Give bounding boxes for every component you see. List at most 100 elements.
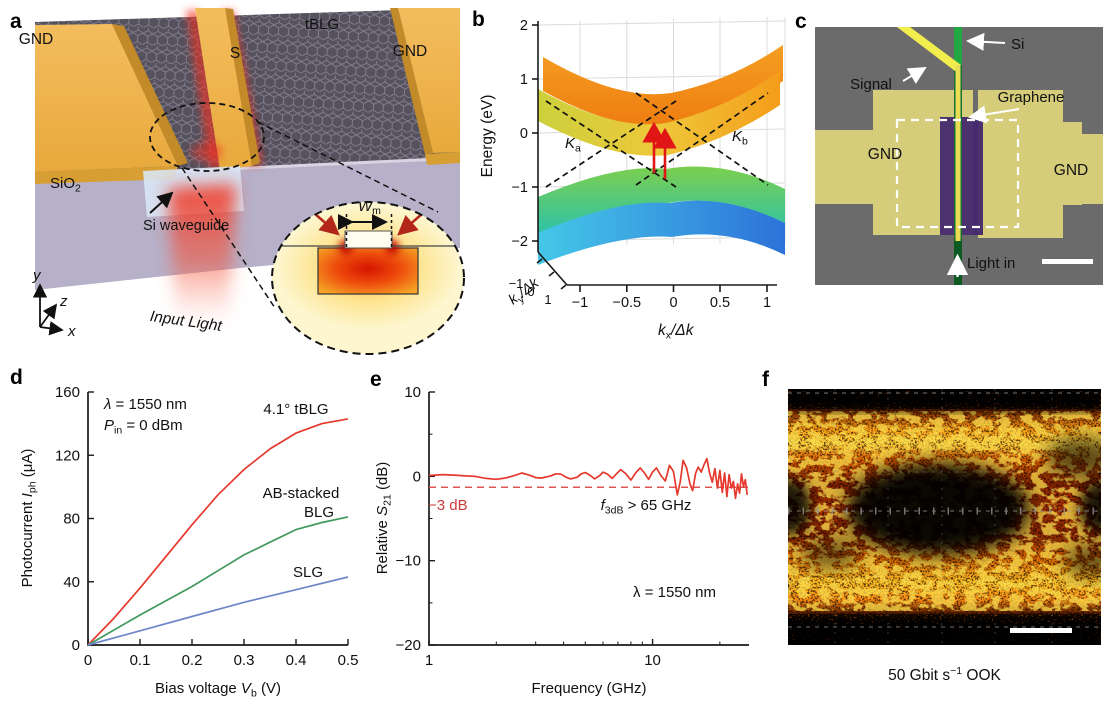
si-waveguide-label: Si waveguide [143,218,229,234]
gnd-electrode-right [390,8,460,165]
x-tick-label: 0 [84,652,92,669]
wm-label: Wm [358,198,381,217]
y-tick-label: 120 [55,447,80,464]
panel-f-eye-diagram [788,389,1101,645]
sio2-label: SiO2 [50,175,81,195]
b-xtick: 1 [763,295,771,311]
si-waveguide-top [954,27,962,65]
x-tick-label: 0.1 [130,652,151,669]
b-xtick: 0.5 [710,295,730,311]
axis-x-label: x [67,323,76,340]
source-line [955,65,961,241]
graphene-arrow [968,105,1020,124]
signal-trace [897,27,961,71]
axis-z-label: z [59,293,68,310]
axis-y-label: y [32,267,42,284]
signal-arrow [902,66,927,84]
eye-dark-regions [788,389,1101,645]
dirac-cone-dashes [545,92,769,188]
b-xtick: 0 [669,295,677,311]
e-xlabel: Frequency (GHz) [531,680,647,697]
d-ylabel: Photocurrent Iph (μA) [18,448,39,588]
series-AB-stacked BLG [87,516,349,646]
inset-ellipse-border [271,201,465,355]
d-curve-label-tblg: 4.1° tBLG [263,401,329,418]
y-tick-label: 0 [72,637,80,654]
gnd-left-label: GND [868,146,902,163]
si-waveguide-arrow [149,191,174,214]
gnd-electrode-left [35,24,188,184]
hotspot-arrow-left [313,212,340,236]
panel-letter-f: f [762,368,769,391]
gnd-pad-left [815,90,973,235]
b-xtick: −0.5 [612,295,641,311]
panel-letter-a: a [10,10,22,33]
d-curve-label-slg: SLG [292,564,323,581]
y-tick-label: −20 [396,637,421,654]
eye-scale-bar [1010,628,1072,633]
valley-kb-label: Kb [732,128,748,148]
band-surface-valence-upper [538,166,785,233]
x-tick-label: 0.4 [286,652,307,669]
b-ytick: −2 [511,234,528,250]
si-arrow [966,32,1006,51]
y-tick-label: 10 [404,384,421,401]
graticule [788,389,1101,645]
light-in-label: Light in [967,255,1015,272]
coordinate-axes [32,283,64,336]
band-surface-conduction-lower [538,71,780,156]
b-kytick: 1 [544,292,551,307]
zoom-region-ellipse [149,102,265,172]
panel-c-sem: Signal Si Graphene GND GND Light in [815,27,1103,285]
signal-label: Signal [850,76,892,93]
b-ylabel: Energy (eV) [479,95,496,178]
b-ytick: 1 [520,72,528,88]
x-tick-label: 0.3 [234,652,255,669]
e-wavelength-label: λ = 1550 nm [633,584,716,601]
scale-bar [1042,259,1093,264]
tblg-label: tBLG [305,16,339,33]
b-xlabel: kx/Δk [658,322,695,342]
graphene-label: Graphene [998,89,1065,106]
panel-letter-c: c [795,10,807,33]
panel-letter-e: e [370,368,382,391]
si-label: Si [1011,36,1024,53]
panel-a-schematic: Wm GND S GND tBLG SiO2 Si waveguide Inpu… [19,8,465,355]
d-xlabel: Bias voltage Vb (V) [155,680,281,700]
e-f3db-label: f3dB > 65 GHz [600,497,692,517]
zoom-connector-bottom [181,167,276,309]
active-region-dashed-box [895,118,1020,229]
panel-letter-d: d [10,366,23,389]
y-tick-label: 160 [55,384,80,401]
b-ytick: 2 [520,18,528,34]
d-curve-label-ab2: BLG [303,504,334,521]
b-ytick: −1 [511,180,528,196]
panel-letter-b: b [472,8,485,31]
d-annotation-power: Pin = 0 dBm [104,417,183,437]
b-xtick: −1 [572,295,589,311]
f-caption: 50 Gbit s−1 OOK [888,665,1001,684]
input-light-beam [168,184,236,324]
y-tick-label: 80 [63,511,80,528]
source-electrode [195,8,260,170]
mode-profile-inset: Wm [272,198,464,330]
d-annotation-wavelength: λ = 1550 nm [104,396,187,413]
hotspot-arrow-right [397,212,424,236]
panel-b-bandstructure: Ka Kb 2 1 0 −1 −2 −1 −0.5 0 0.5 1 −1 0 1… [479,17,786,342]
e-ylabel: Relative S21 (dB) [373,461,394,575]
panel-e-chart: 1 10 10 0 −10 −20 [396,384,749,669]
x-tick-label: 0.2 [182,652,203,669]
x-tick-label: 0.5 [338,652,359,669]
band-surface-valence-lower [538,200,785,265]
b-ytick: 0 [520,126,528,142]
source-label: S [230,45,240,62]
axes-spines [532,21,777,292]
series-SLG [87,576,349,646]
metal-gap-region [344,230,393,249]
gnd-pad-right [978,90,1103,238]
b-kytick: −1 [509,276,524,291]
valley-ka-label: Ka [565,135,581,155]
y-tick-label: 0 [413,468,421,485]
hotspot-glow [191,142,223,162]
